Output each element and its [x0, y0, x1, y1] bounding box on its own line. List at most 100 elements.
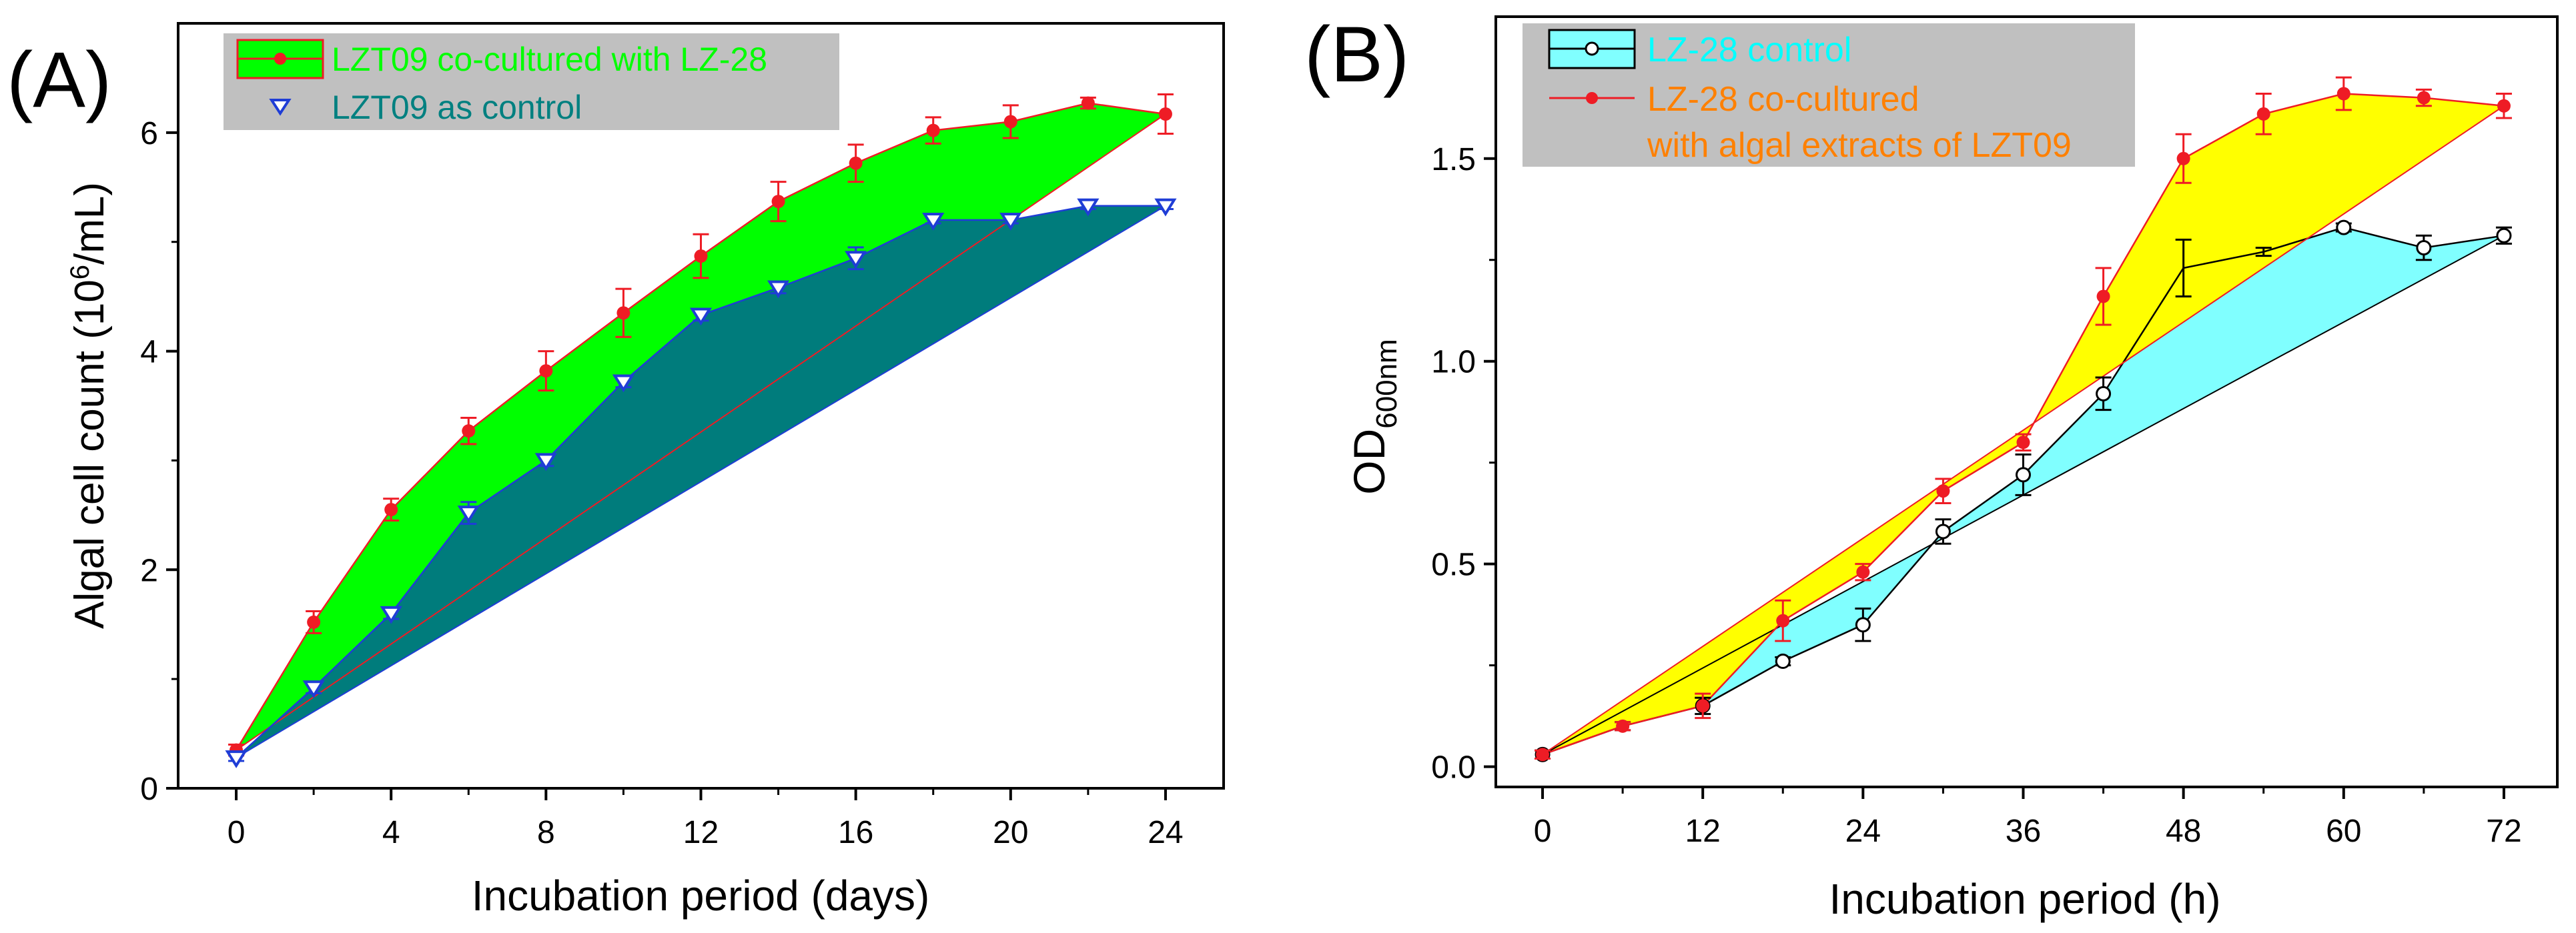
panel-a: (A) LZT09 co-cultured with LZ-28 LZT09 a… [7, 22, 1225, 920]
series-b1-point [1855, 617, 1871, 633]
y-tick-label: 0.0 [1431, 750, 1476, 786]
series-a1-point [771, 195, 785, 209]
x-tick-label: 4 [382, 815, 400, 850]
series-a1-point [1081, 96, 1095, 110]
x-tick-label: 24 [1845, 814, 1881, 849]
plot-a [225, 93, 1177, 768]
series-b2-point [2256, 107, 2270, 121]
x-tick-label: 16 [838, 815, 873, 850]
x-axis-b: Incubation period (h) 0 12 24 36 48 60 72 [1534, 787, 2522, 923]
y-axis-a-label-unit: /mL) [67, 182, 113, 265]
legend-b: LZ-28 control LZ-28 co-cultured with alg… [1523, 23, 2135, 167]
legend-b-marker-red-circle [1586, 92, 1598, 104]
x-tick-label: 0 [1534, 814, 1552, 849]
series-b2-point [2016, 435, 2030, 449]
series-a2-point [612, 374, 635, 393]
y-axis-b: OD600nm 0.0 0.5 1.0 1.5 [1344, 142, 1496, 786]
x-axis-a: Incubation period (days) 0 4 8 12 16 20 24 [228, 788, 1184, 920]
series-a1-point [694, 249, 708, 263]
y-axis-b-label: OD600nm [1344, 339, 1403, 495]
panel-b: (B) LZ-28 control LZ-28 co-cultured with… [1304, 11, 2559, 923]
series-a1-point [539, 364, 553, 378]
series-b2-point [1616, 719, 1630, 733]
x-axis-b-label: Incubation period (h) [1829, 875, 2220, 923]
series-b1-point [2096, 385, 2112, 401]
series-b2-fill [1543, 93, 2504, 755]
x-tick-label: 20 [993, 815, 1028, 850]
legend-a-label-cocultured: LZT09 co-cultured with LZ-28 [332, 41, 767, 78]
series-a2-point [380, 606, 402, 624]
x-tick-label: 48 [2166, 814, 2201, 849]
x-tick-label: 12 [683, 815, 719, 850]
series-a1-point [307, 615, 321, 629]
series-b2-point [1696, 699, 1710, 713]
x-tick-label: 12 [1685, 814, 1720, 849]
y-tick-label: 0.5 [1431, 548, 1476, 583]
y-tick-label: 1.0 [1431, 345, 1476, 380]
series-a1-chord [236, 113, 1166, 751]
x-tick-label: 36 [2006, 814, 2041, 849]
series-b1-point [2416, 240, 2432, 255]
panel-b-label: (B) [1304, 11, 1409, 99]
series-a2-point [534, 453, 557, 472]
legend-a-label-control: LZT09 as control [332, 89, 582, 126]
series-a2-point [1154, 198, 1177, 217]
series-b2-point [1776, 614, 1790, 628]
series-a2-point [999, 212, 1022, 231]
y-tick-label: 6 [140, 116, 158, 151]
series-b2-point [2336, 87, 2350, 101]
series-a1-point [926, 123, 940, 137]
series-a1-point [1158, 107, 1172, 121]
legend-a-marker-triangle [269, 99, 292, 116]
y-tick-label: 1.5 [1431, 142, 1476, 177]
series-b1-point [1775, 654, 1791, 670]
series-a2-point [1077, 198, 1100, 217]
series-a1-point [462, 424, 476, 438]
legend-a: LZT09 co-cultured with LZ-28 LZT09 as co… [224, 33, 839, 130]
series-b1-point [2336, 219, 2352, 235]
y-tick-label: 4 [140, 335, 158, 370]
series-b2-point [1856, 565, 1870, 579]
series-a2-chord [236, 205, 1166, 758]
x-tick-label: 60 [2326, 814, 2361, 849]
series-b2-point [2417, 91, 2431, 105]
y-axis-a-label: Algal cell count (106/mL) [65, 182, 113, 629]
series-b1-point [1935, 524, 1951, 540]
legend-b-label-cocultured: LZ-28 co-cultured [1647, 80, 1919, 119]
legend-a-box [224, 33, 839, 130]
series-b2-chord [1542, 105, 2505, 756]
series-a1-point [1003, 115, 1017, 129]
x-tick-label: 24 [1148, 815, 1183, 850]
y-tick-label: 2 [140, 553, 158, 588]
x-tick-label: 8 [537, 815, 555, 850]
series-a2-point [302, 680, 325, 699]
y-tick-label: 0 [140, 772, 158, 807]
series-b2-point [1536, 748, 1550, 762]
plot-b [1535, 76, 2512, 762]
series-b1-point [2015, 467, 2031, 483]
y-axis-a-label-exp: 6 [65, 265, 95, 279]
series-b1-point [2496, 227, 2512, 243]
x-tick-label: 72 [2486, 814, 2521, 849]
series-b2-point [2176, 151, 2190, 165]
legend-b-label-control: LZ-28 control [1647, 31, 1851, 69]
series-b2-point [2497, 99, 2511, 113]
panel-a-label: (A) [7, 36, 111, 124]
y-axis-b-label-sub: 600nm [1370, 339, 1403, 429]
series-a1-point [384, 503, 398, 517]
series-a1-point [849, 156, 863, 170]
series-a2-point [767, 280, 790, 299]
legend-a-marker-red-circle [274, 53, 286, 65]
legend-b-marker-open-circle [1585, 41, 1599, 56]
series-b2-point [2096, 289, 2110, 303]
series-a2-point [845, 251, 867, 269]
y-axis-a-label-main: Algal cell count (10 [67, 279, 113, 629]
series-a1-point [616, 306, 630, 320]
x-tick-label: 0 [228, 815, 246, 850]
plot-b-frame [1494, 15, 2559, 788]
series-a2-point [922, 212, 945, 231]
legend-b-label-cocultured-line2: with algal extracts of LZT09 [1647, 126, 2072, 165]
x-axis-a-label: Incubation period (days) [472, 872, 930, 920]
